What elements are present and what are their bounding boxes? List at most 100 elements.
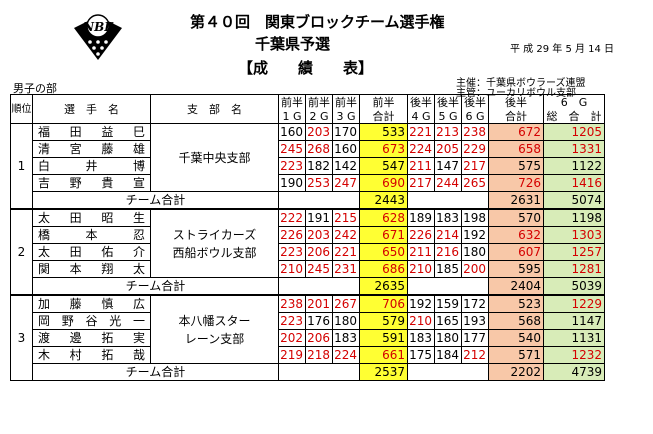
score-g2: 182 <box>305 157 333 175</box>
header-second-total: 合計 <box>488 109 544 124</box>
team-total-spacer <box>407 363 489 381</box>
first-half-total: 671 <box>359 226 408 244</box>
header-g6-top: 後半 <box>461 94 489 109</box>
team-second-total: 2404 <box>488 277 544 296</box>
score-g1: 190 <box>278 174 306 192</box>
header-g5-top: 後半 <box>434 94 462 109</box>
score-g3: 221 <box>332 243 360 261</box>
score-g1: 223 <box>278 157 306 175</box>
nbf-logo: NBF <box>70 8 126 64</box>
score-g5: 244 <box>434 174 462 192</box>
score-g5: 213 <box>434 123 462 141</box>
team-total-row: チーム合計 2635 2404 5039 <box>11 277 605 296</box>
player-name: 福田益巳 <box>32 123 151 141</box>
header-g2-top: 前半 <box>305 94 333 109</box>
second-half-total: 571 <box>488 346 544 364</box>
section-heading: 【成 績 表】 <box>238 59 374 77</box>
score-g5: 165 <box>434 312 462 330</box>
rank-cell: 2 <box>10 208 33 296</box>
header-g5: 5 G <box>434 109 462 124</box>
header-rank: 順位 <box>10 94 33 124</box>
header-total: 総 合 計 <box>543 109 605 124</box>
branch-cell: ストライカーズ 西船ボウル支部 <box>150 208 279 278</box>
first-half-total: 628 <box>359 208 408 227</box>
score-g6: 180 <box>461 243 489 261</box>
score-g5: 214 <box>434 226 462 244</box>
header-g3: 3 G <box>332 109 360 124</box>
first-half-total: 533 <box>359 123 408 141</box>
score-g4: 183 <box>407 329 435 347</box>
score-g2: 253 <box>305 174 333 192</box>
score-g1: 223 <box>278 243 306 261</box>
header-g1-top: 前半 <box>278 94 306 109</box>
score-g4: 224 <box>407 140 435 158</box>
grand-total: 1122 <box>543 157 605 175</box>
score-g3: 267 <box>332 294 360 313</box>
score-g1: 223 <box>278 312 306 330</box>
first-half-total: 686 <box>359 260 408 278</box>
grand-total: 1229 <box>543 294 605 313</box>
team-first-total: 2443 <box>359 191 408 210</box>
player-name: 清宮藤雄 <box>32 140 151 158</box>
player-name: 関本翔太 <box>32 260 151 278</box>
team-second-total: 2202 <box>488 363 544 381</box>
team-grand-total: 5039 <box>543 277 605 296</box>
grand-total: 1198 <box>543 208 605 227</box>
score-g4: 210 <box>407 312 435 330</box>
manager-text: 主管：ユーカリボウル支部 <box>456 88 576 99</box>
player-row: 清宮藤雄 245 268 160 673 224 205 229 658 1331 <box>11 140 605 158</box>
score-g6: 177 <box>461 329 489 347</box>
score-g6: 229 <box>461 140 489 158</box>
header-g3-top: 前半 <box>332 94 360 109</box>
score-g3: 180 <box>332 312 360 330</box>
score-g5: 185 <box>434 260 462 278</box>
team-total-label: チーム合計 <box>32 363 279 381</box>
score-g2: 245 <box>305 260 333 278</box>
team-total-spacer <box>407 277 489 296</box>
header-g4: 4 G <box>407 109 435 124</box>
header-first-total-top: 前半 <box>359 94 408 109</box>
score-g1: 245 <box>278 140 306 158</box>
score-g1: 160 <box>278 123 306 141</box>
team-total-spacer <box>278 277 360 296</box>
score-g4: 210 <box>407 260 435 278</box>
team-total-spacer <box>407 191 489 210</box>
score-g6: 172 <box>461 294 489 313</box>
score-g1: 226 <box>278 226 306 244</box>
score-g4: 192 <box>407 294 435 313</box>
team-second-total: 2631 <box>488 191 544 210</box>
header-g6: 6 G <box>461 109 489 124</box>
branch-line: ストライカーズ <box>172 227 257 242</box>
event-date: 平 成 29 年 5 月 14 日 <box>510 44 615 55</box>
grand-total: 1281 <box>543 260 605 278</box>
score-g3: 247 <box>332 174 360 192</box>
score-g5: 180 <box>434 329 462 347</box>
second-half-total: 658 <box>488 140 544 158</box>
grand-total: 1147 <box>543 312 605 330</box>
score-g6: 217 <box>461 157 489 175</box>
player-row: 1 福田益巳 千葉中央支部 160 203 170 533 221 213 238 672 1205 <box>10 123 605 210</box>
player-name: 橋本忍 <box>32 226 151 244</box>
score-g2: 206 <box>305 329 333 347</box>
score-g4: 217 <box>407 174 435 192</box>
header-g2: 2 G <box>305 109 333 124</box>
results-body: 1 福田益巳 千葉中央支部 160 203 170 533 221 213 238 672 1205 清… <box>10 123 605 381</box>
grand-total: 1257 <box>543 243 605 261</box>
branch-cell: 本八幡スター レーン支部 <box>150 294 279 364</box>
branch-line: 千葉中央支部 <box>178 150 251 165</box>
header-player: 選 手 名 <box>32 94 151 124</box>
team-grand-total: 4739 <box>543 363 605 381</box>
score-g6: 200 <box>461 260 489 278</box>
score-g6: 212 <box>461 346 489 364</box>
organizer-text: 主催：千葉県ボウラーズ連盟 <box>456 78 586 89</box>
score-g5: 159 <box>434 294 462 313</box>
second-half-total: 595 <box>488 260 544 278</box>
second-half-total: 632 <box>488 226 544 244</box>
player-row: 岡野谷光一 223 176 180 579 210 165 193 568 1147 <box>11 312 605 330</box>
second-half-total: 726 <box>488 174 544 192</box>
score-g1: 238 <box>278 294 306 313</box>
score-g3: 160 <box>332 140 360 158</box>
team-total-label: チーム合計 <box>32 191 279 210</box>
score-g3: 231 <box>332 260 360 278</box>
score-g4: 189 <box>407 208 435 227</box>
